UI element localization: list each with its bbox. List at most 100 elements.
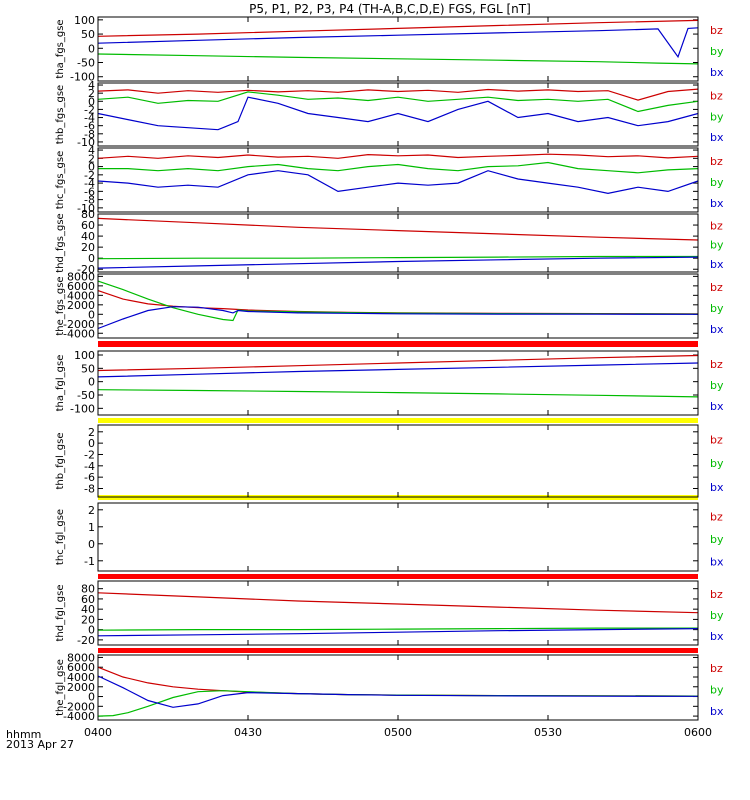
- legend-label-bz: bz: [710, 358, 723, 371]
- y-tick-label: 8000: [67, 651, 95, 664]
- legend-label-by: by: [710, 302, 724, 315]
- legend-label-bz: bz: [710, 433, 723, 446]
- legend-label-bx: bx: [710, 131, 724, 144]
- panel-frame: [97, 654, 699, 721]
- series-line-by: [97, 690, 699, 717]
- y-tick-label: 60: [81, 593, 95, 606]
- x-tick-label: 0600: [684, 726, 712, 739]
- y-axis-label: thc_fgs_gse: [55, 151, 66, 210]
- series-line-bz: [97, 217, 699, 241]
- y-tick-label: -2: [84, 103, 95, 116]
- y-tick-label: 4: [88, 79, 95, 92]
- y-tick-label: -20: [77, 634, 95, 647]
- y-tick-label: -100: [70, 402, 95, 415]
- y-tick-label: 0: [88, 161, 95, 174]
- y-tick-label: -4000: [63, 710, 95, 723]
- y-tick-label: 2000: [67, 299, 95, 312]
- y-tick-label: 4: [88, 144, 95, 157]
- y-tick-label: -2: [84, 448, 95, 461]
- legend-label-by: by: [710, 609, 724, 622]
- x-tick-label: 0430: [234, 726, 262, 739]
- y-tick-label: 20: [81, 613, 95, 626]
- y-tick-label: 0: [88, 691, 95, 704]
- legend-label-by: by: [710, 457, 724, 470]
- panel-3: thc_fgs_gse 420-2-4-6-8-10 bz by bx: [55, 144, 724, 215]
- series-line-by: [98, 161, 699, 174]
- y-tick-label: 80: [81, 583, 95, 596]
- series-line-bz: [97, 19, 699, 37]
- y-tick-label: 1: [88, 521, 95, 534]
- y-axis-label: thd_fgs_gse: [55, 213, 66, 272]
- chart-title: P5, P1, P2, P3, P4 (TH-A,B,C,D,E) FGS, F…: [249, 2, 531, 16]
- y-tick-label: 0: [88, 308, 95, 321]
- series-line-bz: [97, 88, 699, 101]
- y-tick-label: -4: [84, 460, 95, 473]
- legend-label-bz: bz: [710, 90, 723, 103]
- y-axis-label: thc_fgl_gse: [55, 509, 66, 565]
- y-tick-label: -4: [84, 177, 95, 190]
- y-tick-label: -100: [70, 71, 95, 84]
- y-tick-label: -2000: [63, 318, 95, 331]
- legend-label-bz: bz: [710, 220, 723, 233]
- series-line-bz: [97, 592, 699, 614]
- y-tick-label: 4000: [67, 289, 95, 302]
- y-tick-label: -2: [84, 169, 95, 182]
- y-tick-label: 2000: [67, 681, 95, 694]
- legend-label-bz: bz: [710, 588, 723, 601]
- y-axis-label: thb_fgs_gse: [55, 85, 66, 144]
- x-tick-label: 0530: [534, 726, 562, 739]
- legend-label-bx: bx: [710, 481, 724, 494]
- panel-frame: [97, 82, 699, 147]
- y-axis-label: the_fgs_gse: [55, 276, 66, 335]
- legend-label-bz: bz: [710, 155, 723, 168]
- series-line-bx: [97, 256, 699, 269]
- panel-7: thb_fgl_gse 20-2-4-6-8 bz by bx: [55, 424, 724, 498]
- y-tick-label: -6: [84, 120, 95, 133]
- panel-8: thc_fgl_gse 2 1 0 -1 bz by bx: [55, 502, 724, 572]
- y-axis-label: thd_fgl_gse: [55, 585, 66, 642]
- legend-label-bz: bz: [710, 281, 723, 294]
- legend-label-by: by: [710, 533, 724, 546]
- legend-label-bx: bx: [710, 258, 724, 271]
- y-axis-label: tha_fgl_gse: [55, 355, 66, 412]
- y-tick-label: 50: [81, 28, 95, 41]
- y-tick-label: 4000: [67, 671, 95, 684]
- panel-frame: [97, 580, 699, 646]
- separator-bar: [98, 648, 698, 653]
- x-caption-line-2: 2013 Apr 27: [6, 738, 74, 751]
- panel-2: thb_fgs_gse 420-2-4-6-8-10 bz by bx: [55, 79, 724, 149]
- legend-label-bx: bx: [710, 197, 724, 210]
- y-axis-label: tha_fgs_gse: [55, 19, 66, 78]
- legend-label-by: by: [710, 379, 724, 392]
- series-line-bx: [97, 306, 699, 330]
- y-tick-label: -1: [84, 555, 95, 568]
- y-tick-label: 0: [88, 376, 95, 389]
- y-tick-label: -10: [77, 136, 95, 149]
- x-tick-label: 0500: [384, 726, 412, 739]
- y-tick-label: -4000: [63, 327, 95, 340]
- y-tick-label: 40: [81, 230, 95, 243]
- series-line-bz: [97, 153, 699, 159]
- y-tick-label: 40: [81, 603, 95, 616]
- y-tick-label: 0: [88, 252, 95, 265]
- y-tick-label: -50: [77, 57, 95, 70]
- legend-label-by: by: [710, 239, 724, 252]
- series-line-by: [97, 255, 698, 260]
- series-line-by: [97, 627, 698, 631]
- y-tick-label: 2: [88, 152, 95, 165]
- series-line-bz: [97, 354, 699, 372]
- y-tick-label: -4: [84, 112, 95, 125]
- y-tick-label: 2: [88, 504, 95, 517]
- series-line-bz: [97, 666, 699, 697]
- separator-bar: [98, 341, 698, 347]
- legend-label-by: by: [710, 683, 724, 696]
- y-tick-label: -20: [77, 263, 95, 276]
- series-line-bx: [97, 628, 699, 637]
- y-axis-label: the_fgl_gse: [55, 659, 66, 716]
- y-axis-label: thb_fgl_gse: [55, 433, 66, 490]
- y-tick-label: -8: [84, 194, 95, 207]
- y-tick-label: 8000: [67, 270, 95, 283]
